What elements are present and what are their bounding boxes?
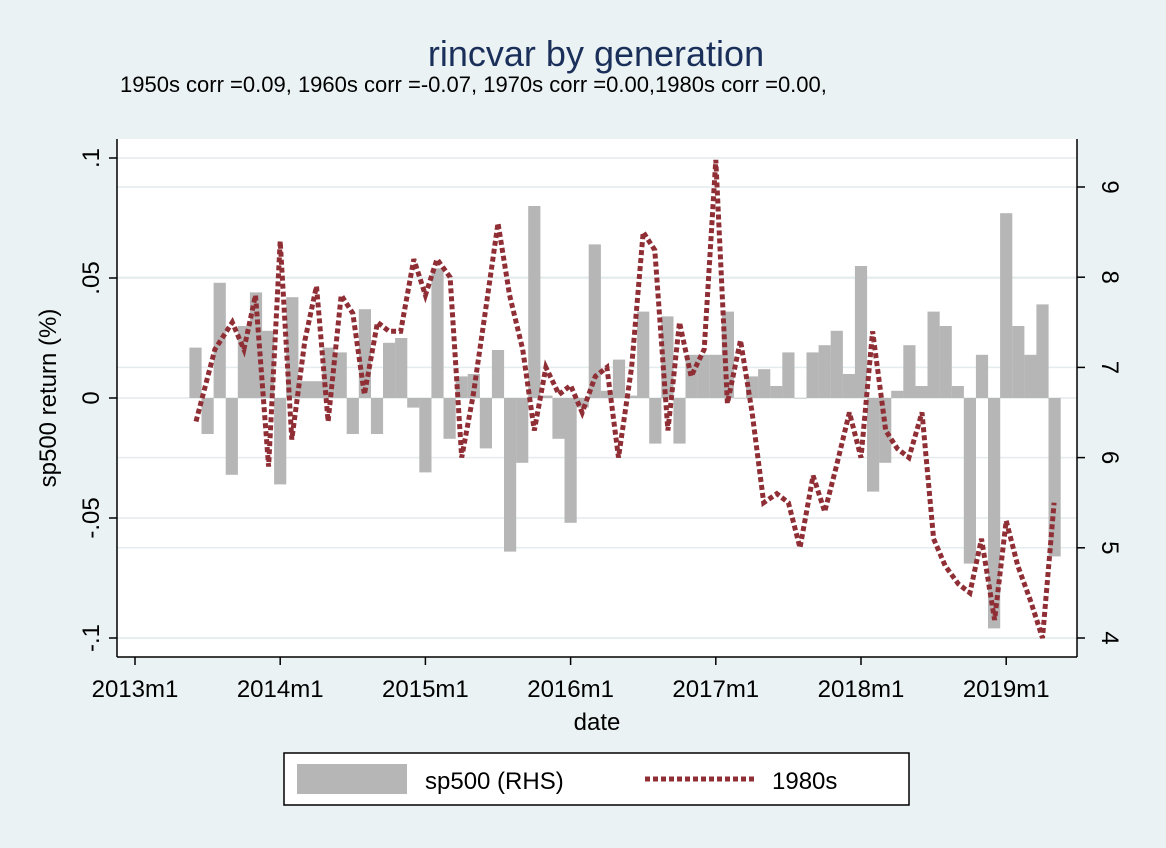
bar-2014m11 (395, 338, 408, 398)
bar-2016m2 (576, 398, 589, 408)
bar-2013m7 (201, 398, 214, 434)
bar-2017m6 (770, 386, 783, 398)
x-tick-label-0: 2013m1 (92, 676, 179, 703)
y-left-tick-label-4: -.1 (78, 624, 105, 652)
bar-2017m1 (709, 354, 722, 398)
bar-2018m8 (939, 326, 952, 398)
y-left-tick-label-0: .1 (78, 148, 105, 168)
bar-2019m2 (1012, 326, 1025, 398)
bar-2019m1 (1000, 213, 1013, 398)
bar-2014m6 (334, 352, 347, 398)
bar-2016m6 (625, 395, 638, 398)
bar-2018m9 (951, 386, 964, 398)
bar-2018m2 (867, 398, 880, 492)
bar-2015m8 (504, 398, 517, 552)
bar-2016m11 (685, 354, 698, 398)
bar-series (189, 206, 1061, 629)
x-axis-label: date (574, 709, 621, 736)
bar-2015m3 (443, 398, 456, 439)
axes: .1 .05 0 -.05 -.1 9 8 7 6 5 4 2013m1 2014m1 2015m1 201… (78, 139, 1123, 703)
y-left-tick-label-2: 0 (78, 391, 105, 404)
bar-2019m4 (1036, 304, 1049, 398)
bar-2015m12 (552, 398, 565, 439)
bar-2018m3 (879, 398, 892, 463)
legend: sp500 (RHS) 1980s (283, 752, 910, 806)
bar-2017m3 (733, 398, 747, 399)
y-right-tick-label-5: 4 (1096, 631, 1123, 644)
bar-2019m3 (1024, 354, 1037, 398)
bar-2015m6 (479, 398, 492, 449)
chart-title: rincvar by generation (428, 33, 764, 74)
bar-2017m10 (818, 345, 831, 398)
bar-2015m11 (540, 395, 553, 398)
bar-2017m11 (830, 330, 843, 398)
y-left-tick-label-1: .05 (78, 261, 105, 294)
y-right-tick-label-1: 8 (1096, 271, 1123, 284)
y-right-tick-label-0: 9 (1096, 180, 1123, 193)
bar-2014m4 (310, 381, 323, 398)
bar-2016m5 (612, 359, 626, 398)
bar-2016m3 (588, 244, 601, 398)
y-right-tick-label-2: 7 (1096, 361, 1123, 374)
bar-2015m2 (431, 268, 444, 398)
bar-2018m1 (854, 266, 868, 398)
x-tick-label-4: 2017m1 (672, 676, 759, 703)
bar-2015m1 (419, 398, 432, 473)
legend-swatch-sp500 (297, 764, 407, 794)
x-tick-label-6: 2019m1 (963, 676, 1050, 703)
bar-2016m4 (600, 390, 613, 398)
bar-2017m5 (758, 369, 771, 398)
bar-2013m6 (189, 347, 202, 398)
bar-2017m9 (806, 352, 819, 398)
y-right-tick-label-3: 6 (1096, 451, 1123, 464)
bar-2015m10 (528, 206, 541, 398)
x-tick-label-3: 2016m1 (527, 676, 614, 703)
bar-2017m7 (782, 352, 795, 398)
bar-2016m10 (673, 398, 686, 444)
legend-label-1980s: 1980s (772, 768, 837, 795)
bar-2016m8 (649, 398, 662, 444)
bar-2015m9 (516, 398, 529, 463)
bar-2014m12 (407, 398, 420, 408)
chart-subtitle: 1950s corr =0.09, 1960s corr =-0.07, 197… (120, 72, 827, 97)
bar-2015m7 (491, 350, 505, 398)
bar-2017m12 (842, 374, 855, 398)
bar-2018m6 (915, 386, 928, 398)
bar-2013m9 (225, 398, 238, 475)
y-left-tick-label-3: -.05 (78, 497, 105, 538)
x-tick-label-2: 2015m1 (382, 676, 469, 703)
bar-2016m1 (564, 398, 577, 523)
bar-2014m1 (274, 398, 287, 485)
bar-2018m12 (988, 398, 1001, 629)
bar-2016m7 (637, 311, 650, 398)
bar-2018m7 (927, 311, 940, 398)
bar-2016m12 (697, 354, 710, 398)
series-line-1980s (193, 159, 1057, 639)
bar-2018m4 (891, 390, 904, 398)
x-tick-label-5: 2018m1 (818, 676, 905, 703)
bar-2014m10 (383, 342, 396, 398)
x-tick-label-1: 2014m1 (237, 676, 324, 703)
y-right-tick-label-4: 5 (1096, 541, 1123, 554)
bar-2018m11 (975, 354, 989, 398)
y-axis-label: sp500 return (%) (35, 309, 62, 488)
bar-2017m8 (794, 398, 807, 399)
bar-2018m10 (963, 398, 976, 564)
bar-2014m9 (370, 398, 384, 434)
legend-label-sp500: sp500 (RHS) (425, 768, 564, 795)
bar-2018m5 (903, 345, 916, 398)
bar-2014m7 (346, 398, 359, 434)
